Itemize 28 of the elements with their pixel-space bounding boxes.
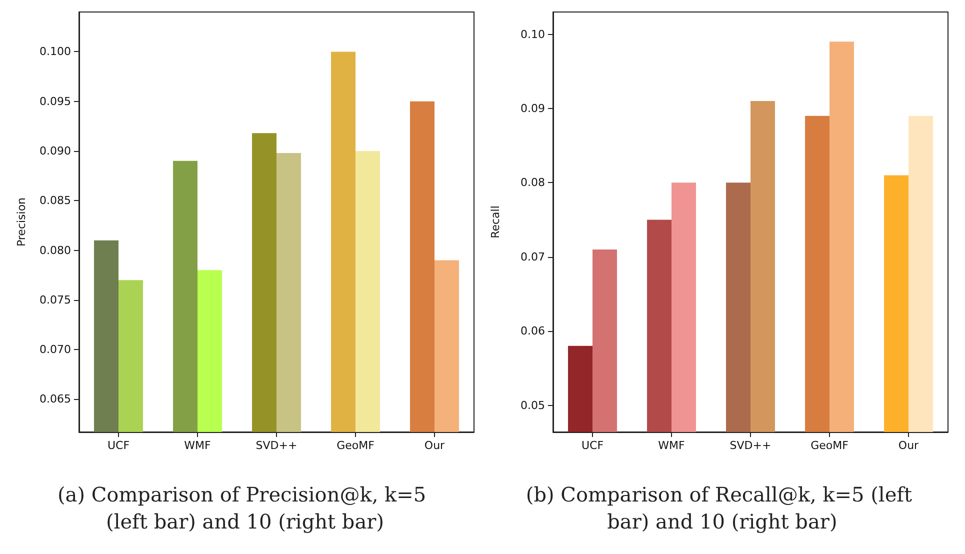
y-tick-label: 0.095 [40, 94, 71, 108]
x-tick-label: WMF [658, 439, 685, 452]
y-tick-label: 0.100 [40, 45, 71, 58]
y-tick-label: 0.080 [40, 244, 71, 257]
y-tick-label: 0.06 [520, 324, 545, 338]
y-axis-title: Recall [489, 206, 502, 238]
y-tick-label: 0.08 [520, 176, 545, 190]
y-axis-title: Precision [15, 197, 28, 247]
x-tick-label: SVD++ [730, 439, 772, 452]
x-tick-label: WMF [184, 439, 211, 452]
y-tick-label: 0.090 [40, 144, 71, 158]
x-tick-label: UCF [581, 439, 604, 452]
x-tick-label: GeoMF [336, 439, 374, 452]
text: (a) Comparison of Precision@k, k=5 (left bar) and 10 (right bar) [57, 482, 433, 534]
y-tick-label: 0.10 [520, 28, 545, 41]
y-tick-label: 0.065 [40, 392, 71, 406]
x-tick-label: GeoMF [810, 439, 848, 452]
y-tick-label: 0.070 [40, 343, 71, 356]
x-tick-label: SVD++ [256, 439, 298, 452]
y-tick-label: 0.09 [520, 102, 545, 115]
y-tick-label: 0.075 [40, 293, 71, 306]
text: (b) Comparison of Recall@k, k=5 (left bar) and 10 (right bar) [526, 482, 912, 534]
y-tick-label: 0.07 [520, 250, 545, 264]
y-tick-label: 0.05 [520, 398, 545, 412]
x-tick-label: Our [898, 439, 920, 452]
y-tick-label: 0.085 [40, 194, 71, 208]
x-tick-label: Our [424, 439, 446, 452]
x-tick-label: UCF [107, 439, 130, 452]
